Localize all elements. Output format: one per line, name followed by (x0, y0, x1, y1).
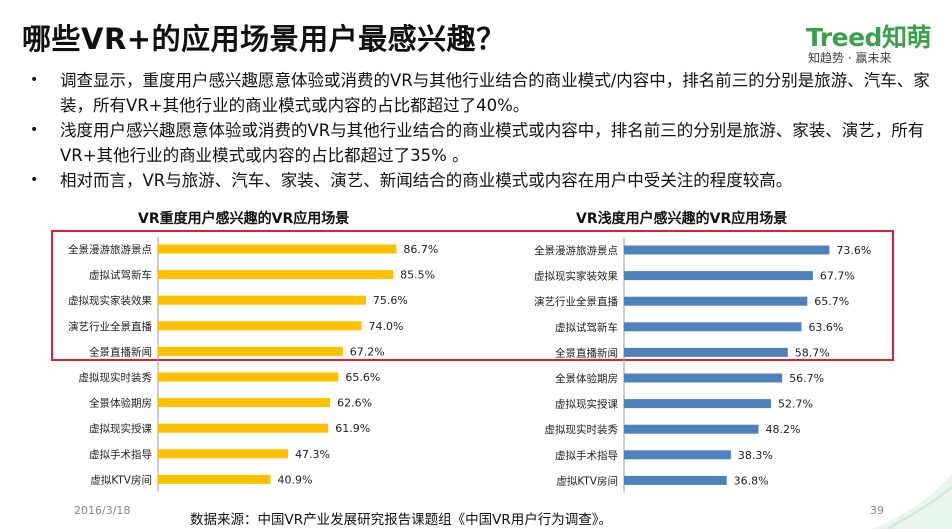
light-value-label: 73.6% (836, 244, 871, 257)
heavy-category-label: 虚拟KTV房间 (90, 473, 152, 486)
light-category-label: 虚拟现实授课 (555, 398, 618, 411)
logo-slogan: 知趋势 · 赢未来 (808, 51, 892, 65)
heavy-category-label: 虚拟现实授课 (89, 422, 152, 435)
light-category-label: 演艺行业全景直播 (534, 295, 618, 308)
bullet-text: 相对而言，VR与旅游、汽车、家装、演艺、新闻结合的商业模式或内容在用户中受关注的… (60, 171, 793, 190)
bullet-text: 调查显示，重度用户感兴趣愿意体验或消费的VR与其他行业结合的商业模式/内容中，排… (60, 71, 930, 115)
light-category-label: 虚拟现实时装秀 (545, 423, 619, 436)
heavy-category-label: 虚拟现实时装秀 (79, 371, 153, 384)
light-bar (624, 450, 731, 460)
light-value-label: 48.2% (765, 423, 800, 436)
light-value-label: 38.3% (738, 449, 773, 462)
bullet-dot-icon: • (30, 72, 39, 88)
summary-bullets: • 调查显示，重度用户感兴趣愿意体验或消费的VR与其他行业结合的商业模式/内容中，… (30, 68, 930, 193)
light-bar (624, 399, 772, 409)
light-category-label: 全景直播新闻 (555, 346, 618, 359)
heavy-bar (158, 321, 362, 331)
page-number: 39 (870, 504, 884, 517)
light-category-label: 虚拟现实家装效果 (534, 270, 618, 283)
bullet-item: • 相对而言，VR与旅游、汽车、家装、演艺、新闻结合的商业模式或内容在用户中受关注… (30, 168, 930, 193)
light-value-label: 36.8% (734, 474, 769, 487)
light-user-bar-chart: 全景漫游旅游景点 73.6% 虚拟现实家装效果 67.7% 演艺行业全景直播 65.7% 虚… (534, 238, 871, 493)
light-category-label: 虚拟试驾新车 (555, 321, 618, 334)
heavy-value-label: 86.7% (403, 243, 438, 256)
light-bar (624, 347, 788, 357)
heavy-value-label: 75.6% (373, 294, 408, 307)
light-category-label: 全景漫游旅游景点 (534, 244, 618, 257)
light-value-label: 58.7% (795, 346, 830, 359)
light-value-label: 67.7% (820, 270, 855, 283)
bullet-dot-icon: • (30, 122, 39, 138)
light-bar (624, 475, 727, 485)
heavy-value-label: 67.2% (350, 345, 385, 358)
heavy-category-label: 虚拟手术指导 (89, 448, 152, 461)
light-chart-title: VR浅度用户感兴趣的VR应用场景 (576, 211, 788, 227)
heavy-value-label: 61.9% (335, 422, 370, 435)
light-value-label: 52.7% (778, 398, 813, 411)
heavy-value-label: 40.9% (277, 473, 312, 486)
heavy-category-label: 全景体验期房 (89, 397, 152, 410)
heavy-bar (158, 474, 271, 484)
top5-highlight-box (51, 230, 894, 361)
heavy-value-label: 65.6% (345, 371, 380, 384)
corner-swoosh-decoration (872, 474, 952, 529)
data-source-note: 数据来源：中国VR产业发展研究报告课题组《中国VR用户行为调查》。 (190, 512, 612, 528)
light-category-label: 虚拟KTV房间 (556, 474, 618, 487)
bullet-item: • 调查显示，重度用户感兴趣愿意体验或消费的VR与其他行业结合的商业模式/内容中，… (30, 68, 930, 118)
heavy-value-label: 47.3% (295, 448, 330, 461)
light-value-label: 65.7% (814, 295, 849, 308)
light-value-label: 63.6% (808, 321, 843, 334)
light-bar (624, 271, 813, 281)
heavy-value-label: 85.5% (400, 269, 435, 282)
heavy-bar (158, 449, 289, 459)
light-category-label: 虚拟手术指导 (555, 449, 618, 462)
heavy-bar (158, 372, 339, 382)
heavy-category-label: 全景直播新闻 (89, 345, 152, 358)
heavy-category-label: 全景漫游旅游景点 (68, 243, 152, 256)
brand-logo: Treed知萌 知趋势 · 赢未来 (806, 18, 936, 66)
heavy-bar (158, 270, 394, 280)
bullet-item: • 浅度用户感兴趣愿意体验或消费的VR与其他行业结合的商业模式或内容中，排名前三的… (30, 118, 930, 168)
heavy-user-bar-chart: 全景漫游旅游景点 86.7% 虚拟试驾新车 85.5% 虚拟现实家装效果 75.6% 演艺行… (68, 237, 438, 492)
light-value-label: 56.7% (789, 372, 824, 385)
heavy-bar (158, 346, 343, 356)
heavy-bar (158, 244, 397, 254)
heavy-bar (158, 295, 366, 305)
logo-wordmark: Treed知萌 (806, 23, 931, 52)
heavy-bar (158, 398, 331, 408)
footer-date: 2016/3/18 (74, 504, 131, 517)
heavy-value-label: 62.6% (337, 397, 372, 410)
heavy-chart-title: VR重度用户感兴趣的VR应用场景 (138, 211, 350, 227)
bullet-dot-icon: • (30, 172, 39, 188)
heavy-category-label: 虚拟现实家装效果 (68, 294, 152, 307)
light-category-label: 全景体验期房 (555, 372, 618, 385)
page-title: 哪些VR+的应用场景用户最感兴趣？ (22, 22, 506, 56)
bullet-text: 浅度用户感兴趣愿意体验或消费的VR与其他行业结合的商业模式或内容中，排名前三的分… (60, 121, 925, 165)
heavy-value-label: 74.0% (369, 320, 404, 333)
heavy-category-label: 演艺行业全景直播 (68, 320, 152, 333)
light-bar (624, 296, 808, 306)
heavy-category-label: 虚拟试驾新车 (89, 269, 152, 282)
heavy-bar (158, 423, 329, 433)
light-bar (624, 373, 783, 383)
light-bar (624, 245, 830, 255)
light-bar (624, 424, 759, 434)
light-bar (624, 322, 802, 332)
